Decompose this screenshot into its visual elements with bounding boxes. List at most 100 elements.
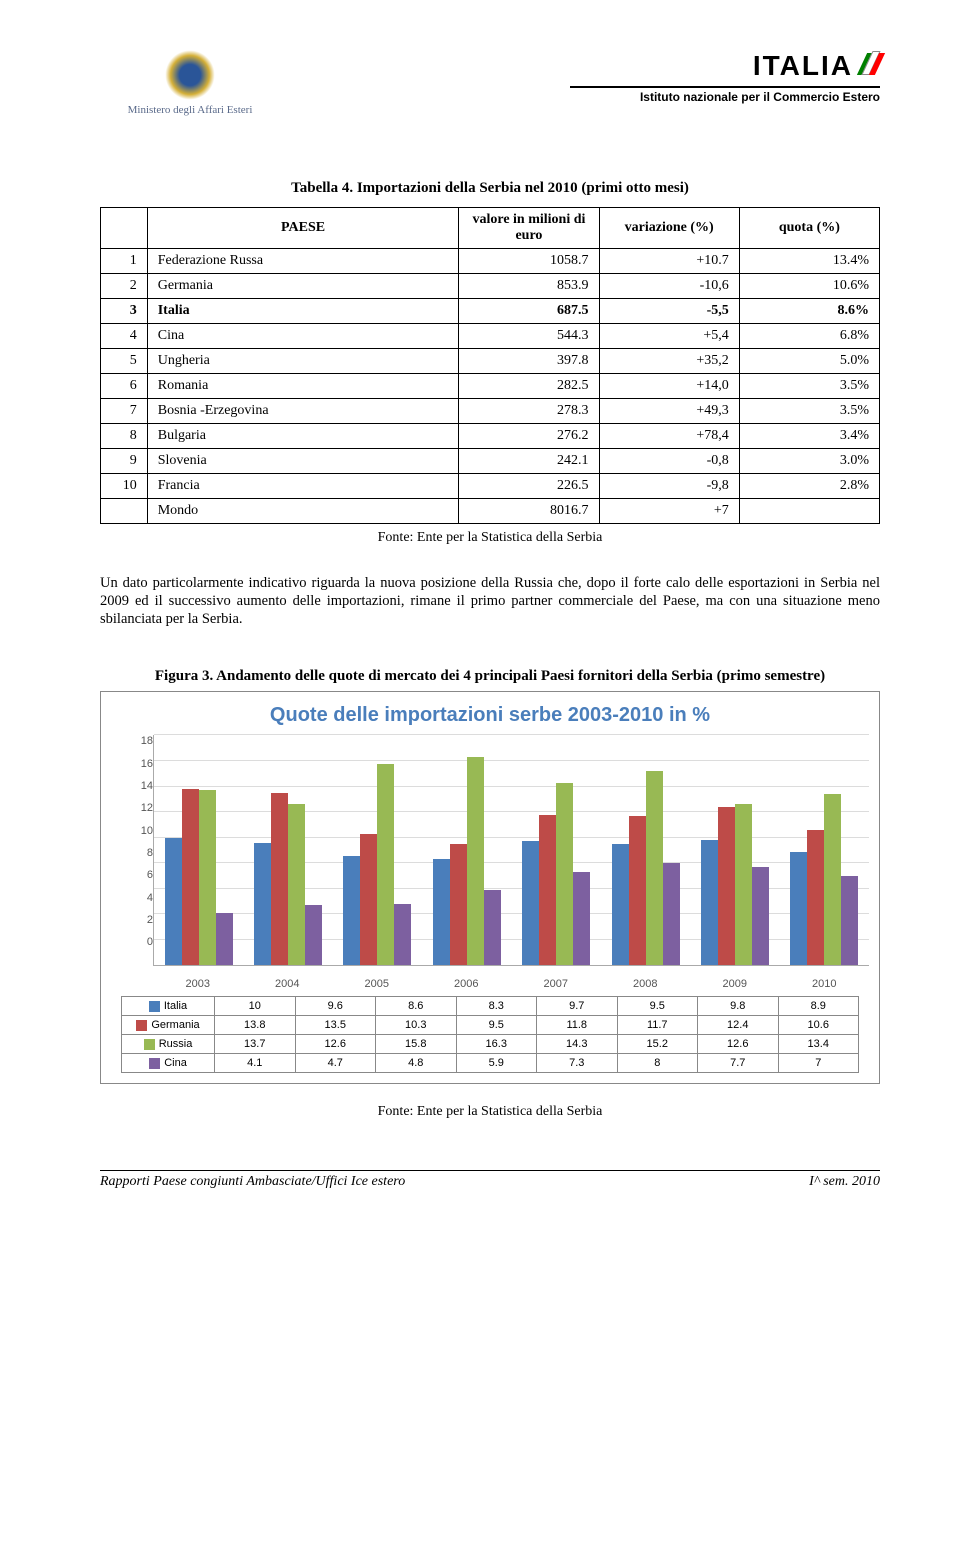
table-row: 2Germania853.9-10,610.6% [101, 274, 880, 299]
legend-value: 4.7 [295, 1054, 376, 1073]
bar [790, 852, 807, 966]
table-cell: 5 [101, 349, 148, 374]
bar [629, 816, 646, 966]
table4-title: Tabella 4. Importazioni della Serbia nel… [100, 180, 880, 197]
table-cell: 3.0% [739, 449, 879, 474]
bar [394, 904, 411, 965]
table-cell: -9,8 [599, 474, 739, 499]
table-row: 10Francia226.5-9,82.8% [101, 474, 880, 499]
bar [467, 757, 484, 965]
table-cell: Cina [147, 324, 459, 349]
bar [573, 872, 590, 965]
th-rank [101, 208, 148, 249]
italia-logo-block: ITALIA Istituto nazionale per il Commerc… [570, 50, 880, 104]
legend-swatch-icon [136, 1020, 147, 1031]
legend-value: 4.1 [215, 1054, 296, 1073]
body-paragraph: Un dato particolarmente indicativo rigua… [100, 574, 880, 628]
year-group [690, 735, 779, 965]
table-cell: 7 [101, 399, 148, 424]
th-value: valore in milioni di euro [459, 208, 599, 249]
table-cell: +35,2 [599, 349, 739, 374]
legend-value: 8.9 [778, 997, 859, 1016]
table-cell: Francia [147, 474, 459, 499]
table-cell: 4 [101, 324, 148, 349]
table-cell: 397.8 [459, 349, 599, 374]
table-cell: 8016.7 [459, 499, 599, 524]
legend-label: Germania [122, 1016, 215, 1035]
table-cell: 2 [101, 274, 148, 299]
table-cell: 1058.7 [459, 249, 599, 274]
legend-swatch-icon [149, 1001, 160, 1012]
bar [450, 844, 467, 965]
bar [433, 859, 450, 965]
emblem-icon [165, 50, 215, 100]
bar [254, 843, 271, 966]
legend-value: 12.6 [295, 1035, 376, 1054]
table-cell: +14,0 [599, 374, 739, 399]
table-cell: +7 [599, 499, 739, 524]
legend-value: 9.5 [617, 997, 698, 1016]
figure3-chart: Quote delle importazioni serbe 2003-2010… [100, 691, 880, 1084]
table-cell: 278.3 [459, 399, 599, 424]
legend-label: Russia [122, 1035, 215, 1054]
table-cell: 9 [101, 449, 148, 474]
table-row: 9Slovenia242.1-0,83.0% [101, 449, 880, 474]
bar [484, 890, 501, 965]
legend-value: 8.6 [376, 997, 457, 1016]
x-tick-label: 2005 [332, 978, 422, 990]
table-row: 6Romania282.5+14,03.5% [101, 374, 880, 399]
year-group [243, 735, 332, 965]
year-group [601, 735, 690, 965]
table-row: 7Bosnia -Erzegovina278.3+49,33.5% [101, 399, 880, 424]
legend-value: 16.3 [456, 1035, 537, 1054]
bar [165, 838, 182, 966]
table-cell: 10 [101, 474, 148, 499]
legend-row: Germania13.813.510.39.511.811.712.410.6 [122, 1016, 859, 1035]
x-tick-label: 2006 [422, 978, 512, 990]
table-cell: 6 [101, 374, 148, 399]
page-header: Ministero degli Affari Esteri ITALIA Ist… [100, 50, 880, 130]
x-tick-label: 2003 [153, 978, 243, 990]
table-cell: -5,5 [599, 299, 739, 324]
legend-value: 9.7 [537, 997, 618, 1016]
legend-value: 15.8 [376, 1035, 457, 1054]
legend-value: 9.5 [456, 1016, 537, 1035]
table-cell: Germania [147, 274, 459, 299]
table-cell: 8 [101, 424, 148, 449]
bar [271, 793, 288, 966]
bar [824, 794, 841, 965]
table4-source: Fonte: Ente per la Statistica della Serb… [100, 530, 880, 546]
table-cell: Romania [147, 374, 459, 399]
table-cell: 242.1 [459, 449, 599, 474]
table-cell: Ungheria [147, 349, 459, 374]
legend-value: 13.8 [215, 1016, 296, 1035]
year-group [422, 735, 511, 965]
th-country: PAESE [147, 208, 459, 249]
table4: PAESE valore in milioni di euro variazio… [100, 207, 880, 524]
bar [556, 783, 573, 966]
plot-area [153, 735, 869, 966]
table-cell: +10.7 [599, 249, 739, 274]
table-cell: 276.2 [459, 424, 599, 449]
table-row: 5Ungheria397.8+35,25.0% [101, 349, 880, 374]
chart-legend-table: Italia109.68.68.39.79.59.88.9Germania13.… [121, 996, 859, 1073]
table-cell: +5,4 [599, 324, 739, 349]
bar [377, 764, 394, 966]
table-cell: Slovenia [147, 449, 459, 474]
legend-value: 13.5 [295, 1016, 376, 1035]
page-footer: Rapporti Paese congiunti Ambasciate/Uffi… [100, 1170, 880, 1190]
table-cell: 853.9 [459, 274, 599, 299]
table-cell: 8.6% [739, 299, 879, 324]
bar [718, 807, 735, 965]
x-tick-label: 2007 [511, 978, 601, 990]
x-tick-label: 2010 [780, 978, 870, 990]
table-cell [101, 499, 148, 524]
y-axis: 024681012141618 [131, 735, 153, 966]
table-cell: 3 [101, 299, 148, 324]
table-cell: Bosnia -Erzegovina [147, 399, 459, 424]
table-cell: -10,6 [599, 274, 739, 299]
bar [522, 841, 539, 965]
x-axis: 20032004200520062007200820092010 [123, 976, 879, 990]
table-cell: 2.8% [739, 474, 879, 499]
table-cell: 282.5 [459, 374, 599, 399]
